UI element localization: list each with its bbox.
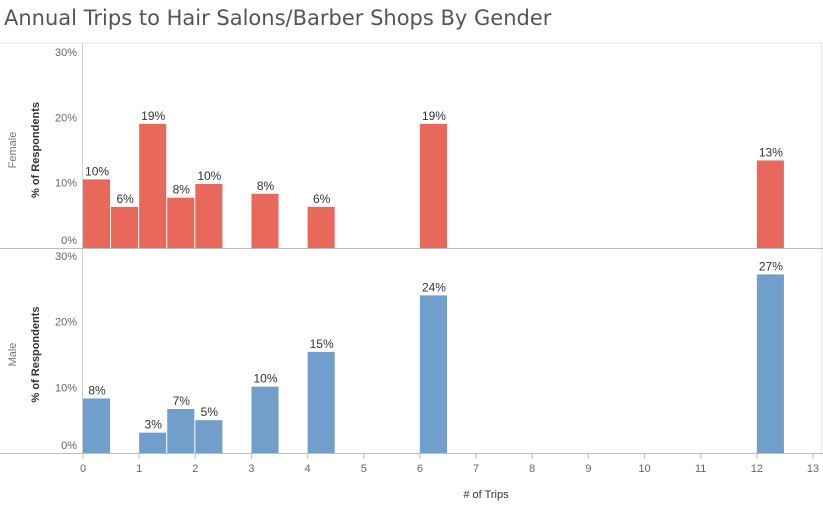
male-bar (251, 386, 279, 453)
x-tick-label: 9 (585, 463, 591, 475)
female-y-tick-label: 0% (61, 235, 77, 247)
male-data-label: 10% (253, 372, 277, 386)
female-bar (307, 206, 335, 248)
male-data-label: 3% (145, 418, 163, 432)
female-bar (756, 160, 784, 248)
female-data-label: 19% (141, 109, 165, 123)
chart-title: Annual Trips to Hair Salons/Barber Shops… (4, 6, 552, 30)
female-bar (419, 123, 447, 248)
x-tick-label: 11 (695, 463, 706, 475)
female-y-tick-label: 10% (55, 178, 77, 190)
male-y-axis-label: % of Respondents (30, 307, 42, 403)
x-tick-label: 1 (136, 463, 142, 475)
female-bar (83, 179, 111, 248)
female-y-tick-label: 20% (55, 112, 77, 124)
male-bar (195, 420, 223, 453)
female-data-label: 19% (422, 109, 446, 123)
male-y-tick-label: 10% (55, 382, 77, 394)
male-bar (139, 432, 167, 453)
x-tick-label: 4 (305, 463, 311, 475)
male-data-label: 5% (201, 405, 219, 419)
x-tick-label: 13 (807, 463, 819, 475)
x-tick-label: 10 (638, 463, 650, 475)
x-tick-label: 12 (751, 463, 763, 475)
x-axis-label: # of Trips (463, 489, 509, 501)
female-y-axis-label: % of Respondents (30, 102, 42, 198)
female-bar (195, 183, 223, 248)
male-bar (83, 398, 111, 453)
female-bar (251, 193, 279, 248)
female-data-label: 6% (116, 192, 134, 206)
male-data-label: 7% (173, 394, 191, 408)
female-data-label: 10% (85, 164, 109, 178)
male-bar (419, 295, 447, 453)
male-panel-label: Male (7, 343, 19, 367)
male-y-tick-label: 30% (55, 251, 77, 263)
x-tick-label: 7 (473, 463, 479, 475)
female-data-label: 10% (197, 169, 221, 183)
x-tick-label: 0 (80, 463, 86, 475)
x-tick-label: 2 (192, 463, 198, 475)
female-bar (139, 123, 167, 248)
male-data-label: 8% (88, 383, 106, 397)
male-bar (756, 274, 784, 453)
x-tick-label: 8 (529, 463, 535, 475)
female-bar (111, 206, 139, 248)
male-bar (307, 351, 335, 453)
male-y-tick-label: 20% (55, 317, 77, 329)
male-data-label: 24% (422, 280, 446, 294)
female-data-label: 6% (313, 192, 331, 206)
female-panel-label: Female (7, 132, 19, 169)
female-data-label: 8% (257, 179, 275, 193)
female-y-tick-label: 30% (55, 47, 77, 59)
female-data-label: 13% (759, 145, 783, 159)
x-tick-label: 3 (248, 463, 254, 475)
female-data-label: 8% (173, 183, 191, 197)
male-bar (167, 409, 195, 453)
male-data-label: 27% (759, 259, 783, 273)
male-data-label: 15% (310, 337, 334, 351)
x-tick-label: 5 (361, 463, 367, 475)
female-bar (167, 197, 195, 248)
x-tick-label: 6 (417, 463, 423, 475)
male-y-tick-label: 0% (61, 440, 77, 452)
